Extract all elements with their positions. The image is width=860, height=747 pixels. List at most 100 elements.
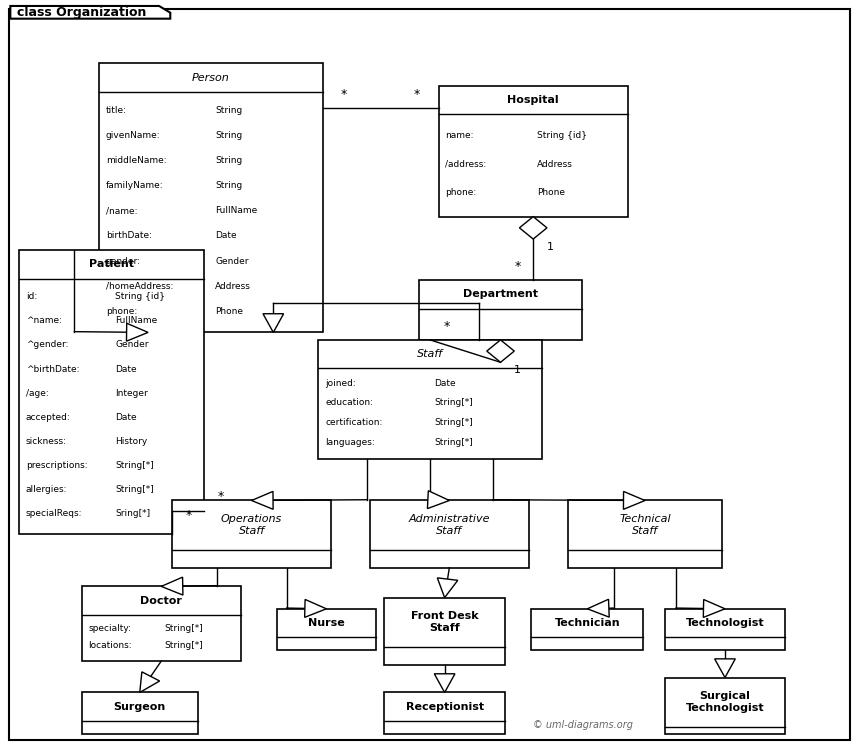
Polygon shape (487, 340, 514, 362)
FancyBboxPatch shape (665, 609, 785, 650)
Text: String[*]: String[*] (164, 642, 203, 651)
Text: Date: Date (115, 412, 137, 422)
Text: *: * (514, 260, 521, 273)
Text: *: * (444, 320, 451, 333)
Text: languages:: languages: (325, 438, 375, 447)
Text: Patient: Patient (89, 259, 134, 270)
Text: givenName:: givenName: (106, 131, 161, 140)
Text: birthDate:: birthDate: (106, 232, 151, 241)
FancyBboxPatch shape (277, 609, 376, 650)
Polygon shape (10, 6, 170, 19)
Text: String: String (215, 182, 243, 190)
FancyBboxPatch shape (384, 598, 505, 665)
Text: Phone: Phone (215, 306, 243, 316)
Text: education:: education: (325, 398, 373, 407)
Text: FullName: FullName (215, 206, 257, 215)
Text: locations:: locations: (89, 642, 132, 651)
Text: History: History (115, 437, 147, 446)
Text: *: * (341, 88, 347, 102)
Text: Technologist: Technologist (685, 618, 765, 628)
Text: title:: title: (106, 106, 126, 115)
Text: Phone: Phone (537, 188, 565, 197)
Text: /name:: /name: (106, 206, 138, 215)
FancyBboxPatch shape (384, 692, 505, 734)
FancyBboxPatch shape (370, 500, 529, 568)
Text: Surgical
Technologist: Surgical Technologist (685, 692, 765, 713)
Text: Date: Date (434, 379, 456, 388)
FancyBboxPatch shape (665, 678, 785, 734)
Polygon shape (434, 674, 455, 692)
FancyBboxPatch shape (19, 250, 204, 534)
Text: *: * (218, 490, 224, 503)
Text: Surgeon: Surgeon (114, 701, 166, 712)
Text: ^name:: ^name: (26, 316, 62, 325)
Text: Doctor: Doctor (140, 595, 182, 606)
Text: FullName: FullName (115, 316, 157, 325)
Text: String {id}: String {id} (537, 131, 587, 140)
Polygon shape (139, 672, 160, 692)
Text: String: String (215, 131, 243, 140)
Polygon shape (587, 599, 609, 617)
Polygon shape (162, 577, 183, 595)
Text: String[*]: String[*] (434, 438, 473, 447)
FancyBboxPatch shape (9, 9, 850, 740)
Polygon shape (427, 491, 449, 509)
Text: specialReqs:: specialReqs: (26, 509, 83, 518)
Text: sickness:: sickness: (26, 437, 67, 446)
Text: Person: Person (192, 72, 230, 83)
Text: Nurse: Nurse (308, 618, 345, 628)
Text: String[*]: String[*] (434, 398, 473, 407)
Text: allergies:: allergies: (26, 485, 67, 494)
Text: prescriptions:: prescriptions: (26, 461, 88, 470)
Text: *: * (414, 88, 421, 102)
Text: Gender: Gender (215, 256, 249, 265)
Text: String[*]: String[*] (115, 485, 154, 494)
Polygon shape (251, 492, 273, 509)
Text: /age:: /age: (26, 388, 48, 397)
Text: specialty:: specialty: (89, 624, 132, 633)
FancyBboxPatch shape (318, 340, 542, 459)
Text: certification:: certification: (325, 418, 383, 427)
Text: String {id}: String {id} (115, 292, 165, 301)
Text: String[*]: String[*] (164, 624, 203, 633)
Text: © uml-diagrams.org: © uml-diagrams.org (533, 719, 633, 730)
Text: Sring[*]: Sring[*] (115, 509, 150, 518)
Text: id:: id: (26, 292, 37, 301)
Text: class Organization: class Organization (17, 6, 146, 19)
FancyBboxPatch shape (439, 86, 628, 217)
FancyBboxPatch shape (99, 63, 322, 332)
FancyBboxPatch shape (172, 500, 331, 568)
Text: Administrative
Staff: Administrative Staff (408, 515, 490, 536)
Text: Operations
Staff: Operations Staff (221, 515, 282, 536)
Text: Integer: Integer (115, 388, 148, 397)
Polygon shape (624, 492, 645, 509)
Text: 1: 1 (514, 365, 521, 375)
Polygon shape (126, 323, 148, 341)
Text: String[*]: String[*] (434, 418, 473, 427)
Text: name:: name: (445, 131, 474, 140)
Text: /address:: /address: (445, 160, 487, 169)
Text: Receptionist: Receptionist (406, 701, 483, 712)
Text: Date: Date (115, 365, 137, 374)
Text: String: String (215, 156, 243, 165)
Text: phone:: phone: (445, 188, 476, 197)
Text: Gender: Gender (115, 341, 149, 350)
Text: Front Desk
Staff: Front Desk Staff (411, 612, 478, 633)
Text: gender:: gender: (106, 256, 141, 265)
Text: joined:: joined: (325, 379, 356, 388)
Text: Technical
Staff: Technical Staff (619, 515, 671, 536)
FancyBboxPatch shape (531, 609, 643, 650)
Polygon shape (263, 314, 284, 332)
Text: ^birthDate:: ^birthDate: (26, 365, 79, 374)
Text: Staff: Staff (417, 349, 443, 359)
Text: middleName:: middleName: (106, 156, 166, 165)
Polygon shape (703, 600, 725, 618)
Text: String: String (215, 106, 243, 115)
Text: Department: Department (463, 289, 538, 300)
FancyBboxPatch shape (419, 280, 582, 340)
Text: accepted:: accepted: (26, 412, 71, 422)
Text: Technician: Technician (555, 618, 620, 628)
Text: 1: 1 (547, 241, 554, 252)
Polygon shape (304, 599, 327, 617)
Text: /homeAddress:: /homeAddress: (106, 282, 173, 291)
